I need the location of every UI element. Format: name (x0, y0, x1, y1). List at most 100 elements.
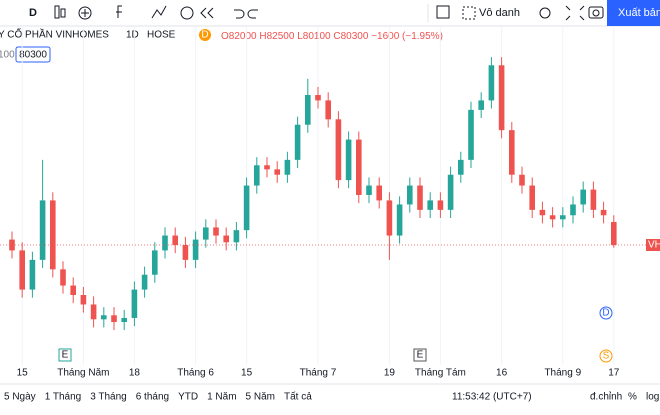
candle-body (488, 65, 495, 101)
candle-body (111, 315, 117, 323)
candle-body (39, 200, 46, 260)
candle-body (80, 295, 87, 305)
x-tick-label: Tháng 9 (544, 368, 581, 379)
candle-body (213, 227, 219, 236)
candle-body (29, 259, 36, 290)
toolbar-icons (54, 4, 604, 22)
candle-body (437, 200, 444, 210)
candle-body (529, 185, 535, 210)
range-button[interactable]: Tất cả (284, 391, 312, 403)
badge-bg (199, 29, 211, 41)
candle-body (570, 204, 576, 216)
x-tick-label: 19 (384, 368, 396, 379)
layout-name[interactable]: Vô danh (479, 7, 520, 19)
candle-body (498, 65, 505, 131)
badge: D (201, 30, 208, 41)
x-tick-label: 15 (241, 368, 253, 379)
candle-body (407, 185, 413, 205)
candle-body (560, 215, 566, 220)
range-button[interactable]: YTD (178, 392, 198, 403)
candle-body (427, 200, 433, 210)
candle-body (274, 169, 280, 175)
candle-body (539, 209, 546, 216)
candle-body (152, 250, 158, 275)
event-label: D (602, 308, 609, 319)
candle-body (611, 222, 617, 245)
candle-body (192, 239, 199, 260)
candle-body (447, 174, 454, 210)
publish-button-bg[interactable] (607, 0, 660, 26)
event-marker[interactable] (58, 348, 72, 362)
candle-body (243, 185, 250, 231)
plot: 15 Tháng Năm 18 Tháng 6 15 Tháng 7 19 Tháng Tám… (0, 27, 660, 379)
candle-body (600, 209, 607, 216)
candle-body (254, 165, 260, 186)
range-button[interactable]: 5 Năm (246, 392, 275, 403)
candle-body (468, 109, 474, 160)
price-box (15, 46, 51, 63)
legend: Y CỔ PHẦN VINHOMES 1D HOSE D O82000 H825… (0, 28, 443, 63)
candle-body (203, 227, 209, 240)
event-label: S (603, 351, 610, 362)
x-tick-label: Tháng 7 (300, 368, 337, 379)
interval-button[interactable]: D (29, 7, 37, 19)
candle-body (345, 139, 352, 181)
candle-body (121, 317, 127, 323)
x-tick-label: Tháng 6 (177, 368, 214, 379)
candle-body (294, 124, 301, 160)
c-prefix: C (333, 31, 340, 42)
range-button[interactable]: 5 Ngày (4, 392, 36, 403)
candle-body (335, 119, 342, 181)
log-toggle[interactable]: log (646, 392, 659, 403)
event-marker[interactable] (599, 349, 613, 363)
symbol: Y CỔ PHẦN VINHOMES (0, 28, 109, 41)
event-markers: E E D S (58, 306, 613, 363)
footer: 11:53:42 (UTC+7) đ.chỉnh % log 5 Ngày 1 T… (4, 391, 659, 403)
price-tag-bg (646, 239, 660, 251)
candle-body (509, 130, 515, 175)
c-value: 80300 (341, 31, 369, 42)
candle-body (356, 139, 362, 195)
candle-body (580, 189, 586, 205)
range-button[interactable]: 6 tháng (136, 392, 169, 403)
candle-body (284, 159, 291, 175)
candle-body (315, 95, 321, 101)
x-tick-label: 18 (129, 368, 141, 379)
percent-toggle[interactable]: % (628, 392, 637, 403)
event-marker[interactable] (599, 306, 613, 320)
axis-stub: 100 (0, 50, 15, 61)
l-value: 80100 (303, 31, 331, 42)
candle-body (141, 274, 148, 290)
candle-body (396, 204, 403, 236)
candle-body (101, 315, 107, 320)
publish-button[interactable]: Xuất bản (618, 7, 660, 19)
candle-body (233, 230, 240, 243)
range-button[interactable]: 1 Tháng (45, 392, 82, 403)
h-value: 82500 (267, 31, 295, 42)
x-tick-label: 16 (496, 368, 508, 379)
candle-body (366, 185, 372, 195)
legend-exchange: HOSE (147, 30, 176, 41)
legend-interval: 1D (126, 30, 139, 41)
candle-body (376, 185, 382, 201)
o-prefix: O (221, 31, 229, 42)
price-tag: VH (648, 240, 660, 251)
candle-body (478, 100, 484, 110)
x-tick-label: Tháng Tám (415, 368, 466, 379)
candle-body (70, 285, 76, 295)
candle-body (223, 235, 229, 243)
x-tick-label: Tháng Năm (57, 368, 109, 379)
range-button[interactable]: 3 Tháng (90, 392, 127, 403)
candle-body (590, 189, 597, 210)
adjust-toggle[interactable]: đ.chỉnh (590, 391, 622, 403)
candle-body (417, 185, 423, 210)
range-button[interactable]: 1 Năm (207, 392, 236, 403)
toolbar (0, 0, 660, 26)
candle-body (90, 304, 97, 320)
event-marker[interactable] (413, 348, 427, 362)
ohlc: O82000 H82500 L80100 C80300 −1600 (−1.95… (221, 31, 443, 42)
candle-body (19, 250, 25, 290)
event-label: E (62, 350, 69, 361)
